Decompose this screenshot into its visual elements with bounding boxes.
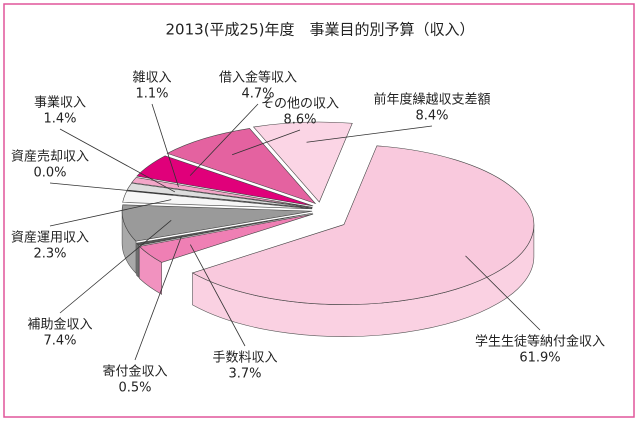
leader-line — [49, 199, 172, 227]
leader-line — [465, 255, 541, 331]
leader-line — [306, 125, 433, 143]
slice — [131, 177, 313, 208]
category-label: 借入金等収入 — [219, 70, 297, 86]
chart-title: 2013(平成25)年度 事業目的別予算（収入） — [166, 21, 475, 39]
value-label: 8.4% — [415, 109, 448, 124]
value-label: 7.4% — [43, 334, 76, 349]
value-label: 4.7% — [241, 87, 274, 102]
value-label: 1.1% — [135, 87, 168, 102]
value-label: 1.4% — [43, 112, 76, 127]
category-label: 前年度繰越収支差額 — [373, 92, 490, 108]
leader-line — [189, 244, 246, 347]
value-label: 8.6% — [283, 113, 316, 128]
slice — [121, 204, 313, 242]
slice — [252, 121, 353, 203]
leader-line — [59, 220, 172, 314]
leader-line — [189, 103, 259, 176]
value-label: 3.7% — [228, 367, 261, 382]
category-label: 学生生徒等納付金収入 — [475, 334, 605, 350]
value-label: 2.3% — [33, 247, 66, 262]
category-label: 手数料収入 — [212, 351, 277, 366]
category-label: 雑収入 — [132, 70, 171, 86]
slice — [136, 155, 314, 207]
slice — [122, 190, 313, 210]
category-label: 事業収入 — [34, 95, 86, 111]
slice — [191, 145, 535, 305]
value-label: 61.9% — [519, 351, 560, 366]
leader-line — [49, 182, 174, 196]
category-label: その他の収入 — [261, 97, 339, 112]
value-label: 0.5% — [118, 381, 151, 396]
category-label: 補助金収入 — [27, 317, 92, 333]
slice — [166, 128, 317, 205]
category-label: 資産売却収入 — [11, 149, 89, 165]
leader-line — [59, 128, 176, 193]
leader-line — [151, 103, 179, 187]
leader-line — [231, 129, 301, 156]
value-label: 0.0% — [33, 166, 66, 181]
category-label: 資産運用収入 — [11, 230, 89, 246]
slice — [135, 212, 313, 246]
leader-line — [134, 236, 182, 361]
category-label: 寄付金収入 — [102, 364, 167, 380]
